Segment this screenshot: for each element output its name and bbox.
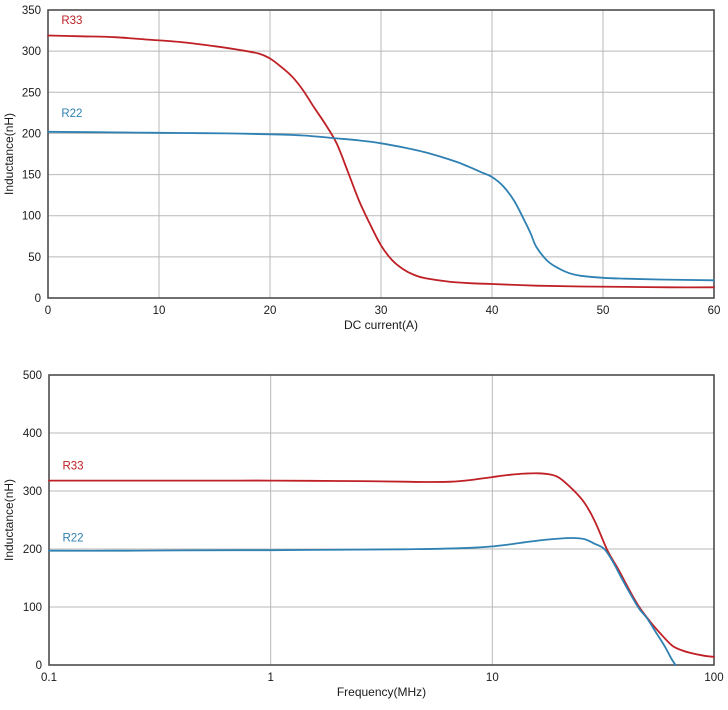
x-tick-label: 10 <box>486 672 499 684</box>
x-tick-label: 40 <box>486 305 499 317</box>
x-tick-label: 0 <box>45 305 51 317</box>
x-tick-label: 100 <box>704 672 723 684</box>
series-line-r22 <box>48 537 677 666</box>
series-label-r22: R22 <box>61 108 82 120</box>
y-axis-title: Inductance(nH) <box>2 479 16 561</box>
plot-frame <box>47 9 715 299</box>
series-line-r22 <box>47 130 715 282</box>
y-tick-label: 200 <box>22 128 41 140</box>
y-tick-label: 150 <box>22 170 41 182</box>
x-tick-label: 50 <box>597 305 610 317</box>
series-line-r33 <box>48 472 715 658</box>
series-label-r33: R33 <box>61 15 82 27</box>
series-line-r33 <box>47 34 715 289</box>
y-tick-label: 500 <box>23 370 42 382</box>
y-tick-label: 0 <box>36 660 42 672</box>
y-tick-label: 0 <box>35 293 41 305</box>
series-label-r33: R33 <box>62 461 83 473</box>
x-axis-title: DC current(A) <box>344 318 418 332</box>
x-tick-label: 0.1 <box>41 672 57 684</box>
y-tick-label: 100 <box>22 211 41 223</box>
y-axis-title: Inductance(nH) <box>2 113 16 195</box>
y-tick-label: 300 <box>22 46 41 58</box>
y-tick-label: 100 <box>23 602 42 614</box>
x-axis-title: Frequency(MHz) <box>337 685 426 699</box>
x-tick-label: 1 <box>267 672 273 684</box>
chart-inductance-vs-frequency: 0.1 1 10 100 0 100 200 300 400 500 Frequency(MHz) I… <box>0 355 728 710</box>
y-tick-label: 250 <box>22 87 41 99</box>
y-tick-label: 300 <box>23 486 42 498</box>
inductance-vs-frequency-plot: 0.1 1 10 100 0 100 200 300 400 500 Frequency(MHz) I… <box>2 370 724 699</box>
y-tick-label: 350 <box>22 5 41 17</box>
x-tick-label: 10 <box>153 305 166 317</box>
inductance-vs-dc-current-plot: 0 10 20 30 40 50 60 0 50 100 150 200 250 300 350 DC cur… <box>2 5 721 332</box>
y-tick-label: 50 <box>28 252 41 264</box>
x-tick-label: 30 <box>375 305 388 317</box>
x-tick-label: 20 <box>264 305 277 317</box>
y-tick-label: 400 <box>23 428 42 440</box>
series-label-r22: R22 <box>62 532 83 544</box>
y-tick-label: 200 <box>23 544 42 556</box>
chart-inductance-vs-dc-current: 0 10 20 30 40 50 60 0 50 100 150 200 250 300 350 DC cur… <box>2 5 721 332</box>
plot-frame <box>48 374 715 666</box>
x-tick-label: 60 <box>708 305 721 317</box>
